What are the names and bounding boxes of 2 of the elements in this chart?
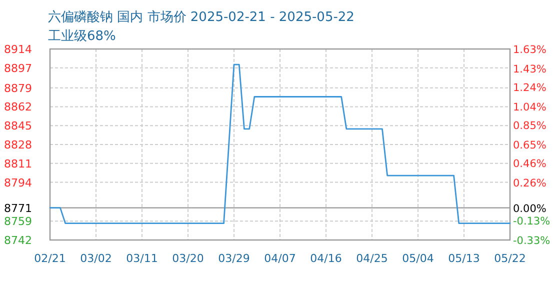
subtitle: 工业级68% <box>48 29 116 44</box>
title: 六偏磷酸钠 国内 市场价 2025-02-21 - 2025-05-22 <box>48 10 354 25</box>
